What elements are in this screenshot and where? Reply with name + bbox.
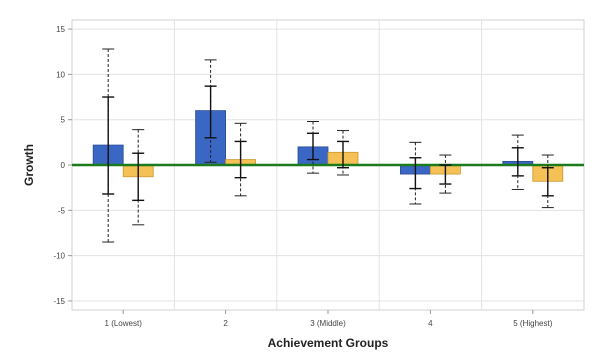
error-bars <box>102 48 554 243</box>
x-tick-label: 5 (Highest) <box>513 319 552 328</box>
y-axis-label: Growth <box>22 144 36 186</box>
y-tick-label: -10 <box>53 252 65 261</box>
y-tick-label: 5 <box>61 116 66 125</box>
y-tick-label: 10 <box>56 70 65 79</box>
x-tick-label: 3 (Middle) <box>310 319 346 328</box>
x-tick-label: 1 (Lowest) <box>105 319 143 328</box>
y-tick-labels: -15 -10 -5 0 5 10 15 <box>53 25 72 306</box>
y-tick-label: 0 <box>61 161 66 170</box>
y-tick-label: -15 <box>53 297 65 306</box>
y-tick-label: -5 <box>58 206 66 215</box>
x-tick-labels: 1 (Lowest) 2 3 (Middle) 4 5 (Highest) <box>105 310 553 328</box>
y-tick-label: 15 <box>56 25 65 34</box>
x-axis-label: Achievement Groups <box>268 336 389 350</box>
x-tick-label: 2 <box>223 319 228 328</box>
x-tick-label: 4 <box>428 319 433 328</box>
